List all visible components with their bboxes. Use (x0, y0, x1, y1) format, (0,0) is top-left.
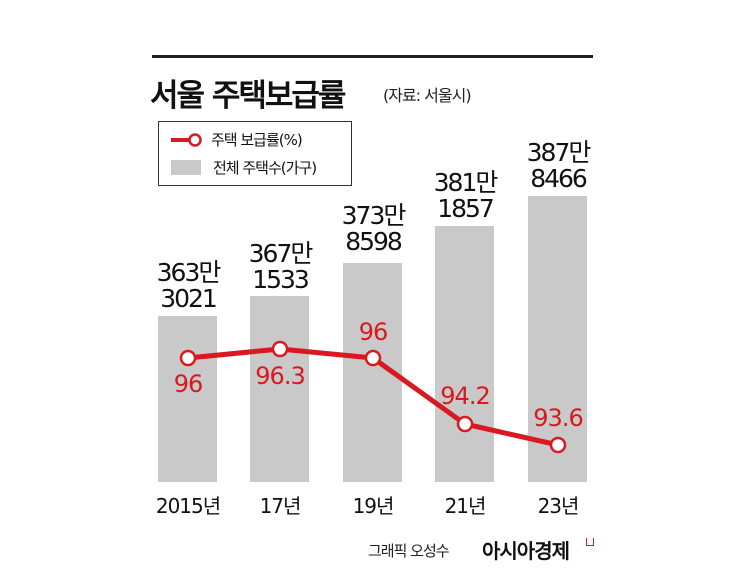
x-label-2023: 23년 (537, 494, 580, 518)
rate-label-2023: 93.6 (533, 404, 583, 432)
rate-label-2019: 96 (358, 318, 389, 346)
rate-label-2021: 94.2 (440, 382, 490, 410)
brand-logo: 아시아경제 (482, 539, 570, 563)
x-label-2017: 17년 (259, 494, 302, 518)
x-label-2019: 19년 (352, 494, 395, 518)
legend-label-houses: 전체 주택수(가구) (213, 159, 317, 177)
bar-label-2023: 387만 8466 (526, 138, 592, 193)
bar-2017 (250, 296, 309, 482)
legend-label-rate: 주택 보급률(%) (211, 131, 303, 149)
bar-label-2017: 367만 1533 (248, 239, 314, 294)
rate-label-2017: 96.3 (255, 362, 305, 390)
brand-mark-icon (586, 538, 594, 546)
x-label-2015: 2015년 (155, 494, 221, 518)
top-rule (152, 55, 593, 58)
bar-2023 (528, 196, 587, 482)
legend-item-rate: 주택 보급률(%) (169, 129, 303, 150)
x-label-2021: 21년 (444, 494, 487, 518)
chart-title: 서울 주택보급률 (150, 78, 346, 114)
legend-item-houses: 전체 주택수(가구) (171, 157, 317, 178)
bar-label-2021: 381만 1857 (433, 168, 499, 223)
graphic-credit: 그래픽 오성수 (368, 542, 450, 560)
bar-2015 (158, 316, 217, 482)
source-note: (자료: 서울시) (383, 86, 472, 105)
bar-2021 (435, 226, 494, 482)
legend: 주택 보급률(%) 전체 주택수(가구) (158, 121, 352, 186)
rate-label-2015: 96 (173, 370, 204, 398)
line-marker-icon (171, 132, 202, 147)
bar-label-2019: 373만 8598 (341, 201, 407, 256)
bar-label-2015: 363만 3021 (156, 258, 222, 313)
bar-swatch-icon (171, 160, 201, 175)
